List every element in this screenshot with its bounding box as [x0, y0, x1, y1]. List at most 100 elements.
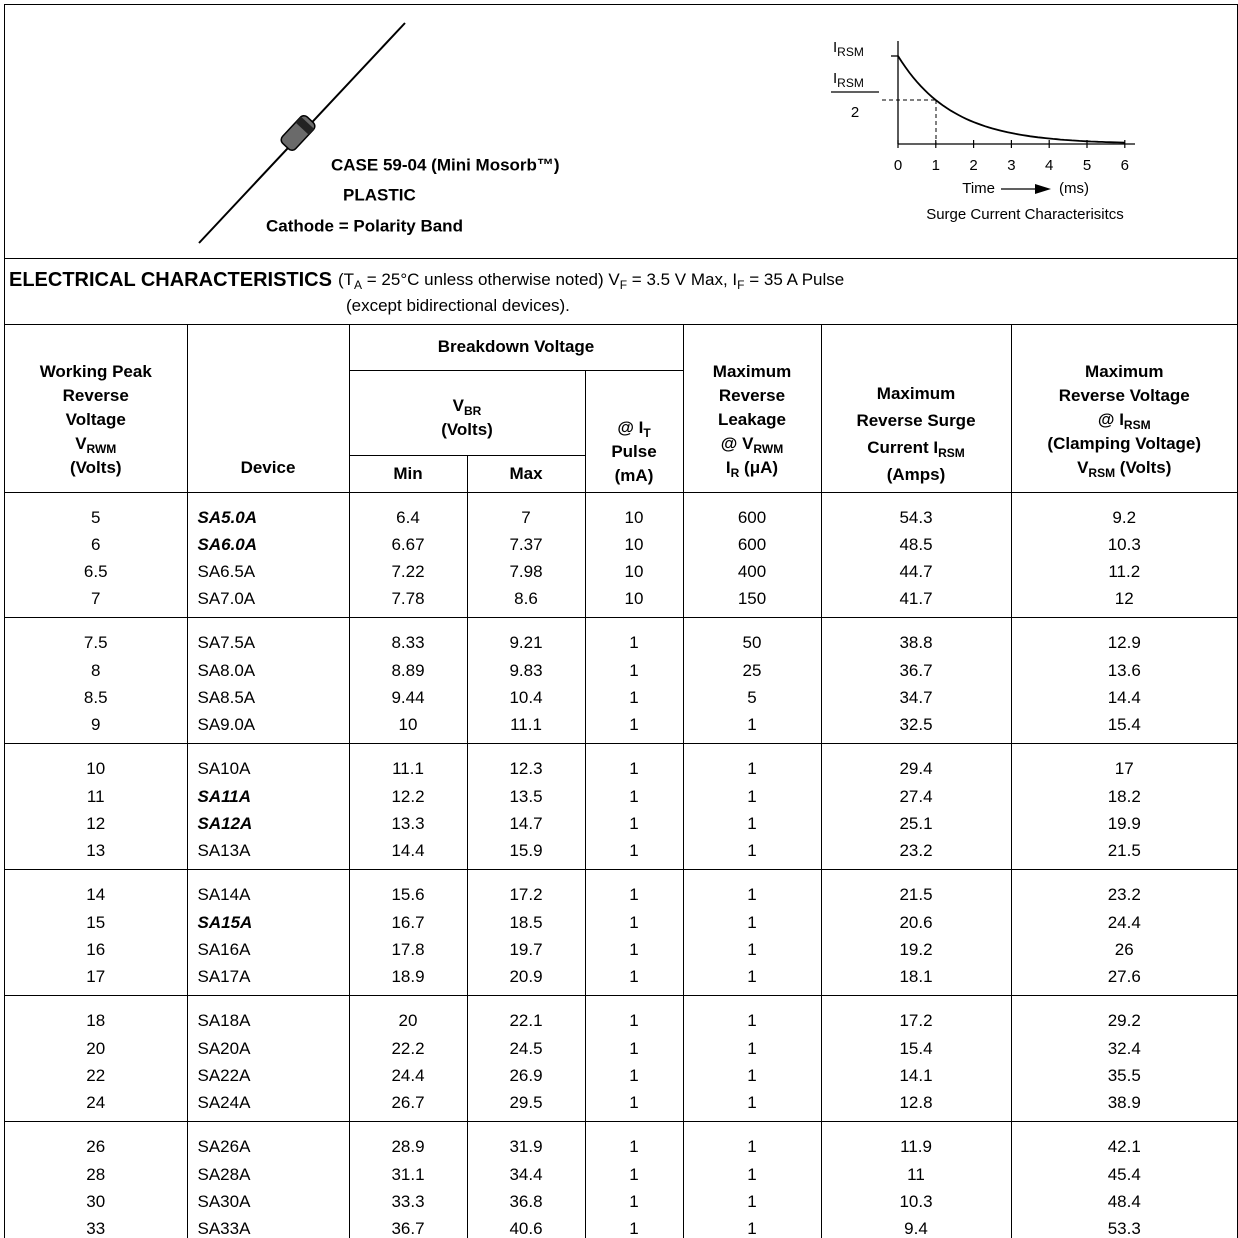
subscript: BR — [464, 403, 482, 418]
table-row: 13 SA13A 14.4 15.9 1 1 23.2 21.5 — [5, 837, 1237, 870]
value-cell: 13.3 — [348, 810, 468, 838]
row-group: 7.5 SA7.5A 8.33 9.21 1 50 38.8 12.9 8 SA8.0A 8.89 9… — [5, 617, 1237, 744]
text: (Clamping Voltage) — [1047, 433, 1202, 453]
value-cell: 25 — [682, 656, 822, 685]
text: (Amps) — [886, 464, 946, 484]
text-line: VRSM (Volts) — [1012, 456, 1238, 480]
value-cell: 36.8 — [466, 1188, 586, 1216]
table-row: 14 SA14A 15.6 17.2 1 1 21.5 23.2 — [5, 869, 1237, 909]
table-row: 11 SA11A 12.2 13.5 1 1 27.4 18.2 — [5, 782, 1237, 811]
value-cell: 45.4 — [1010, 1160, 1237, 1189]
value-cell: 11 — [5, 782, 188, 811]
header-row: Working Peak Reverse Voltage VRWM (Volts) De… — [5, 325, 1237, 492]
value-cell: 7 — [466, 492, 586, 531]
value-cell: 24 — [5, 1089, 188, 1122]
text: I — [833, 70, 837, 87]
value-cell: 24.4 — [348, 1062, 468, 1090]
value-cell: 29.2 — [1010, 995, 1237, 1035]
value-cell: 31.1 — [348, 1160, 468, 1189]
value-cell: 1 — [584, 743, 684, 783]
value-cell: 1 — [682, 782, 822, 811]
text: Reverse — [718, 385, 786, 405]
value-cell: 8 — [5, 656, 188, 685]
value-cell: 11.1 — [348, 743, 468, 783]
value-cell: 1 — [584, 1121, 684, 1161]
table-row: 33 SA33A 36.7 40.6 1 1 9.4 53.3 — [5, 1215, 1237, 1238]
value-cell: 600 — [682, 492, 822, 531]
text: V — [75, 433, 87, 453]
datasheet: CASE 59-04 (Mini Mosorb™) PLASTIC Cathod… — [4, 4, 1238, 1238]
subscript: F — [737, 278, 745, 292]
header-cell: Working Peak Reverse Voltage VRWM (Volts) — [5, 325, 188, 492]
row-group: 5 SA5.0A 6.4 7 10 600 54.3 9.2 6 SA6.0A 6.67 7.37 10… — [5, 492, 1237, 618]
value-cell: 9.2 — [1010, 492, 1237, 531]
x-tick-label: 5 — [1083, 157, 1091, 174]
value-cell: 18.1 — [820, 963, 1012, 996]
value-cell: 1 — [584, 810, 684, 838]
value-cell: 34.4 — [466, 1160, 586, 1189]
value-cell: 31.9 — [466, 1121, 586, 1161]
case-line: CASE 59-04 (Mini Mosorb™) — [331, 155, 560, 174]
value-cell: 17.2 — [466, 869, 586, 909]
text: V — [452, 395, 464, 415]
text-line: (Volts) — [5, 456, 187, 480]
text-line: Max — [468, 462, 585, 486]
table-row: 20 SA20A 22.2 24.5 1 1 15.4 32.4 — [5, 1034, 1237, 1063]
subscript: F — [619, 278, 628, 292]
subscript: R — [730, 465, 740, 480]
text: V — [1077, 457, 1089, 477]
value-cell: 30 — [5, 1188, 188, 1216]
value-cell: 1 — [682, 936, 822, 964]
diode-body — [280, 115, 316, 151]
value-cell: 10 — [584, 558, 684, 586]
value-cell: 19.2 — [820, 936, 1012, 964]
text: Maximum — [1085, 361, 1164, 381]
table-row: 9 SA9.0A 10 11.1 1 1 32.5 15.4 — [5, 711, 1237, 744]
text-line: Maximum — [822, 380, 1011, 407]
table-row: 6 SA6.0A 6.67 7.37 10 600 48.5 10.3 — [5, 530, 1237, 559]
value-cell: 7.5 — [5, 617, 188, 657]
value-cell: 50 — [682, 617, 822, 657]
text-line: Current IRSM — [822, 434, 1011, 461]
value-cell: 1 — [584, 656, 684, 685]
value-cell: 18.9 — [348, 963, 468, 996]
value-cell: 44.7 — [820, 558, 1012, 586]
header-cell: Breakdown Voltage — [348, 325, 684, 371]
electrical-section: ELECTRICAL CHARACTERISTICS (TA = 25°C un… — [5, 259, 1237, 325]
text: Working Peak — [39, 361, 152, 381]
subscript: A — [354, 278, 363, 292]
header-cell: Maximum Reverse Leakage @ VRWM IR (μA) — [682, 325, 822, 492]
value-cell: 17 — [1010, 743, 1237, 783]
value-cell: 1 — [682, 995, 822, 1035]
text: I — [833, 39, 837, 56]
value-cell: 7.37 — [466, 530, 586, 559]
device-cell: SA22A — [186, 1062, 350, 1090]
table-row: 5 SA5.0A 6.4 7 10 600 54.3 9.2 — [5, 492, 1237, 531]
value-cell: 1 — [584, 617, 684, 657]
table-row: 22 SA22A 24.4 26.9 1 1 14.1 35.5 — [5, 1062, 1237, 1090]
table-row: 24 SA24A 26.7 29.5 1 1 12.8 38.9 — [5, 1089, 1237, 1122]
value-cell: 12.2 — [348, 782, 468, 811]
text-line: VBR — [350, 394, 585, 418]
text-line: (TA = 25°C unless otherwise noted) VF = … — [338, 267, 844, 293]
value-cell: 1 — [682, 837, 822, 870]
value-cell: 10 — [584, 530, 684, 559]
value-cell: 10.4 — [466, 684, 586, 712]
device-cell: SA7.0A — [186, 585, 350, 618]
subscript: RWM — [753, 441, 784, 456]
text-line: Min — [350, 462, 467, 486]
table-row: 15 SA15A 16.7 18.5 1 1 20.6 24.4 — [5, 908, 1237, 937]
value-cell: 38.8 — [820, 617, 1012, 657]
value-cell: 600 — [682, 530, 822, 559]
value-cell: 1 — [584, 1215, 684, 1238]
half-label-numerator: IRSM — [833, 70, 864, 90]
value-cell: 48.5 — [820, 530, 1012, 559]
value-cell: 1 — [682, 743, 822, 783]
device-cell: SA12A — [186, 810, 350, 838]
subscript: RSM — [1123, 417, 1151, 432]
text: Reverse — [62, 385, 129, 405]
case-line: Cathode = Polarity Band — [266, 216, 463, 235]
device-cell: SA28A — [186, 1160, 350, 1189]
value-cell: 1 — [584, 837, 684, 870]
value-cell: 25.1 — [820, 810, 1012, 838]
